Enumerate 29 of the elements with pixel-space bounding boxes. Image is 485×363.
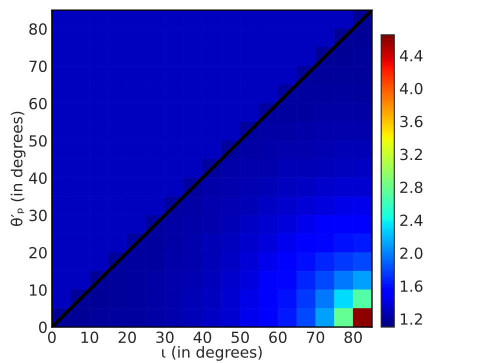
color-bar-label: 1.6: [400, 280, 422, 292]
y-tick-label: 20: [29, 246, 47, 259]
y-tick-label: 30: [29, 210, 47, 222]
x-tick-label: 70: [307, 332, 324, 344]
color-bar-label: 3.2: [400, 148, 422, 160]
color-bar-label: 4.0: [400, 82, 422, 94]
y-tick-label: 40: [29, 172, 47, 184]
y-tick-label: 50: [29, 135, 47, 147]
color-bar-label: 4.4: [400, 50, 423, 62]
y-tick-label: 70: [30, 60, 47, 72]
color-bar-label: 2.4: [400, 214, 423, 226]
x-tick-label: 80: [344, 332, 362, 344]
x-tick-label: 30: [156, 332, 174, 344]
color-bar-label: 3.6: [400, 116, 422, 128]
x-tick-label: 0: [48, 332, 56, 344]
x-tick-label: 10: [82, 332, 98, 344]
x-tick-label: 20: [118, 332, 136, 344]
x-tick-label: 50: [232, 332, 249, 344]
y-tick-label: 0: [39, 322, 47, 334]
color-bar-label: 2.0: [400, 247, 422, 259]
x-axis-title: ι (in degrees): [162, 346, 262, 361]
y-tick-label: 60: [29, 98, 47, 110]
color-bar-label: 2.8: [400, 182, 422, 194]
y-tick-label: 80: [29, 23, 47, 35]
x-tick-label: 60: [269, 332, 287, 344]
y-tick-label: 10: [30, 284, 47, 296]
y-axis-title: θ′ₚ (in degrees): [10, 112, 26, 226]
color-bar-label: 1.2: [400, 313, 422, 325]
x-tick-label: 40: [194, 332, 212, 344]
